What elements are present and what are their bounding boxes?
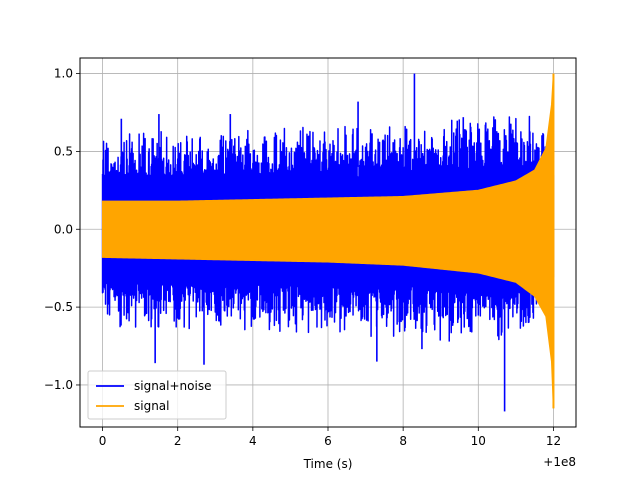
- y-tick-label: 1.0: [54, 67, 73, 81]
- y-tick-label: 0.0: [54, 222, 73, 236]
- x-axis-label: Time (s): [303, 457, 353, 471]
- series-signal: [101, 73, 555, 409]
- y-axis: −1.0 −0.5 0.0 0.5 1.0: [44, 67, 80, 392]
- plot-series: [101, 73, 555, 412]
- y-tick-label: −0.5: [44, 300, 73, 314]
- x-tick-label: 6: [324, 434, 332, 448]
- band-signal: [101, 73, 555, 409]
- x-axis-offset-label: +1e8: [543, 455, 576, 469]
- x-tick-label: 8: [399, 434, 407, 448]
- legend: signal+noise signal: [87, 370, 227, 420]
- legend-label: signal+noise: [134, 379, 211, 393]
- y-tick-label: 0.5: [54, 144, 73, 158]
- legend-label: signal: [134, 399, 170, 413]
- legend-box: [87, 370, 227, 420]
- y-tick-label: −1.0: [44, 378, 73, 392]
- x-tick-label: 10: [471, 434, 486, 448]
- x-tick-label: 2: [174, 434, 182, 448]
- x-tick-label: 12: [546, 434, 561, 448]
- x-tick-label: 0: [99, 434, 107, 448]
- x-axis: 0 2 4 6 8 10 12: [99, 427, 561, 448]
- x-tick-label: 4: [249, 434, 257, 448]
